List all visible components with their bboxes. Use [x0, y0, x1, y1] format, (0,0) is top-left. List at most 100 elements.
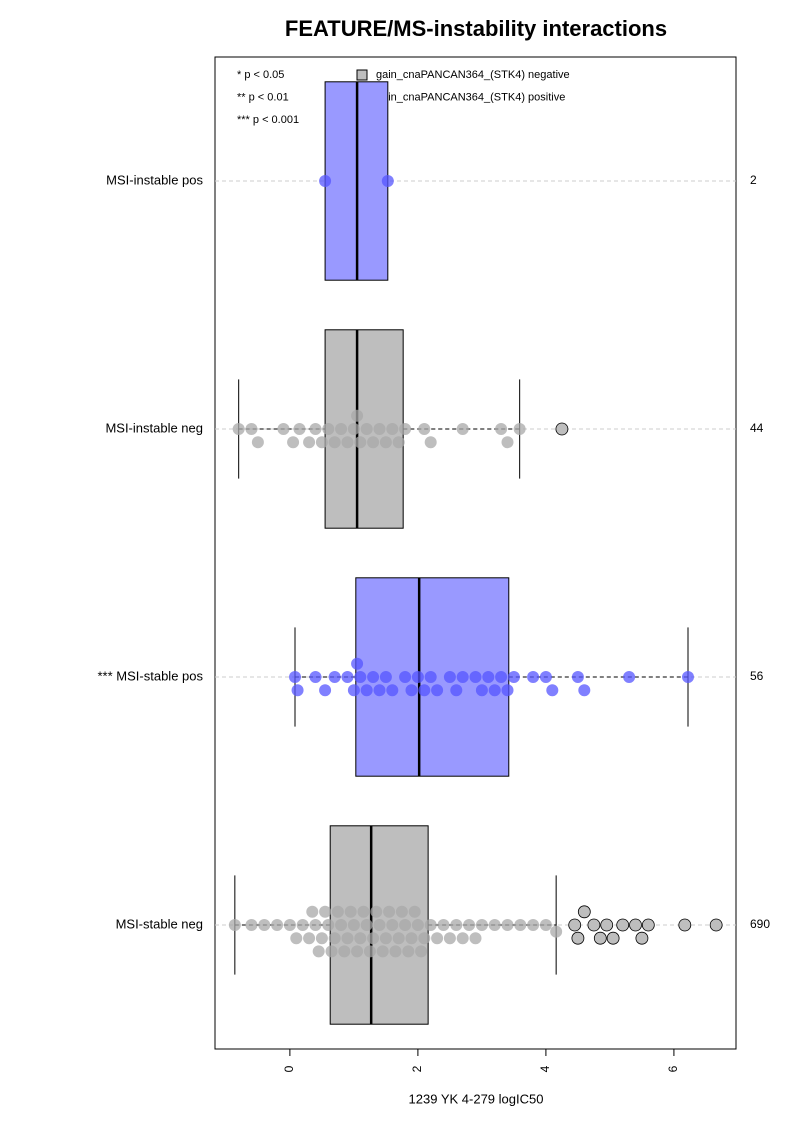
data-point [277, 423, 290, 435]
data-point [488, 684, 501, 697]
data-point [328, 932, 341, 945]
data-point [360, 684, 373, 697]
data-point [338, 945, 351, 958]
data-point [450, 684, 463, 697]
data-point [331, 905, 344, 918]
data-point [411, 671, 424, 683]
data-point [546, 684, 559, 697]
data-point [360, 919, 373, 931]
data-point [309, 671, 322, 683]
x-tick-label: 4 [538, 1065, 552, 1072]
data-point [296, 919, 309, 931]
data-point [469, 671, 482, 683]
outlier-point [600, 918, 614, 932]
data-point [418, 684, 431, 697]
data-point [527, 671, 540, 683]
data-point [341, 436, 354, 449]
outlier-point [616, 918, 630, 932]
data-point [539, 671, 552, 683]
data-point [381, 175, 394, 187]
data-point [456, 932, 469, 945]
category-label: MSI-instable neg [105, 420, 203, 435]
data-point [376, 945, 389, 958]
data-point [399, 671, 412, 683]
data-point [389, 945, 402, 958]
data-point [287, 436, 300, 449]
outlier-point [606, 931, 620, 945]
data-point [482, 671, 495, 683]
chart-title: FEATURE/MS-instability interactions [285, 16, 667, 41]
outlier-point [629, 918, 642, 932]
legend-swatch [356, 69, 368, 81]
outlier-point [593, 931, 607, 945]
data-point [571, 671, 584, 683]
data-point [456, 671, 469, 683]
data-point [303, 932, 316, 945]
data-point [383, 905, 396, 918]
data-point [495, 671, 508, 683]
category-label: MSI-instable pos [106, 172, 203, 187]
data-point [395, 905, 408, 918]
data-point [578, 684, 591, 697]
x-tick-label: 6 [666, 1065, 680, 1072]
x-axis-label: 1239 YK 4-279 logIC50 [409, 1091, 544, 1106]
data-point [456, 423, 469, 435]
significance-note: ** p < 0.01 [237, 91, 289, 103]
data-point [351, 945, 364, 958]
data-point [501, 684, 514, 697]
data-point [475, 684, 488, 697]
data-point [309, 423, 322, 435]
data-point [424, 671, 437, 683]
data-point [501, 436, 514, 449]
count-label: 44 [750, 421, 764, 435]
data-point [392, 436, 405, 449]
outlier-point [577, 905, 591, 919]
x-tick-label: 2 [410, 1065, 424, 1072]
data-point [351, 657, 364, 670]
data-point [539, 919, 552, 931]
significance-note: *** p < 0.001 [237, 114, 299, 126]
legend-label: gain_cnaPANCAN364_(STK4) positive [376, 91, 565, 103]
count-label: 56 [750, 669, 764, 683]
outlier-point [635, 931, 649, 945]
data-point [386, 919, 399, 931]
data-point [290, 932, 303, 945]
data-point [291, 684, 304, 697]
data-point [347, 423, 360, 435]
data-point [315, 436, 328, 449]
data-point [367, 671, 380, 683]
data-point [341, 671, 354, 683]
data-point [322, 423, 335, 435]
data-point [550, 925, 563, 938]
data-point [228, 919, 241, 931]
data-point [386, 423, 399, 435]
data-point [319, 905, 332, 918]
data-point [495, 423, 508, 435]
data-point [335, 919, 348, 931]
count-label: 690 [750, 917, 770, 931]
data-point [411, 919, 424, 931]
data-point [405, 684, 418, 697]
data-point [450, 919, 463, 931]
data-point [513, 423, 526, 435]
data-point [424, 919, 437, 931]
data-point [431, 932, 444, 945]
data-point [475, 919, 488, 931]
data-point [437, 919, 450, 931]
data-point [379, 436, 392, 449]
data-point [386, 684, 399, 697]
category-label: *** MSI-stable pos [98, 668, 204, 683]
data-point [507, 671, 520, 683]
data-point [354, 436, 367, 449]
data-point [373, 423, 386, 435]
data-point [623, 671, 636, 683]
data-point [258, 919, 271, 931]
data-point [347, 684, 360, 697]
data-point [344, 905, 357, 918]
data-point [309, 919, 322, 931]
category-label: MSI-stable neg [116, 916, 203, 931]
data-point [431, 684, 444, 697]
data-point [306, 905, 319, 918]
data-point [315, 932, 328, 945]
data-point [418, 423, 431, 435]
